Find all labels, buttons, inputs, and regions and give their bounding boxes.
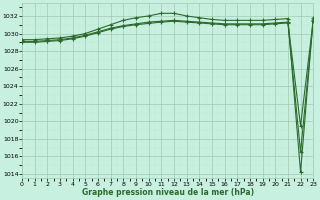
X-axis label: Graphe pression niveau de la mer (hPa): Graphe pression niveau de la mer (hPa) (82, 188, 254, 197)
